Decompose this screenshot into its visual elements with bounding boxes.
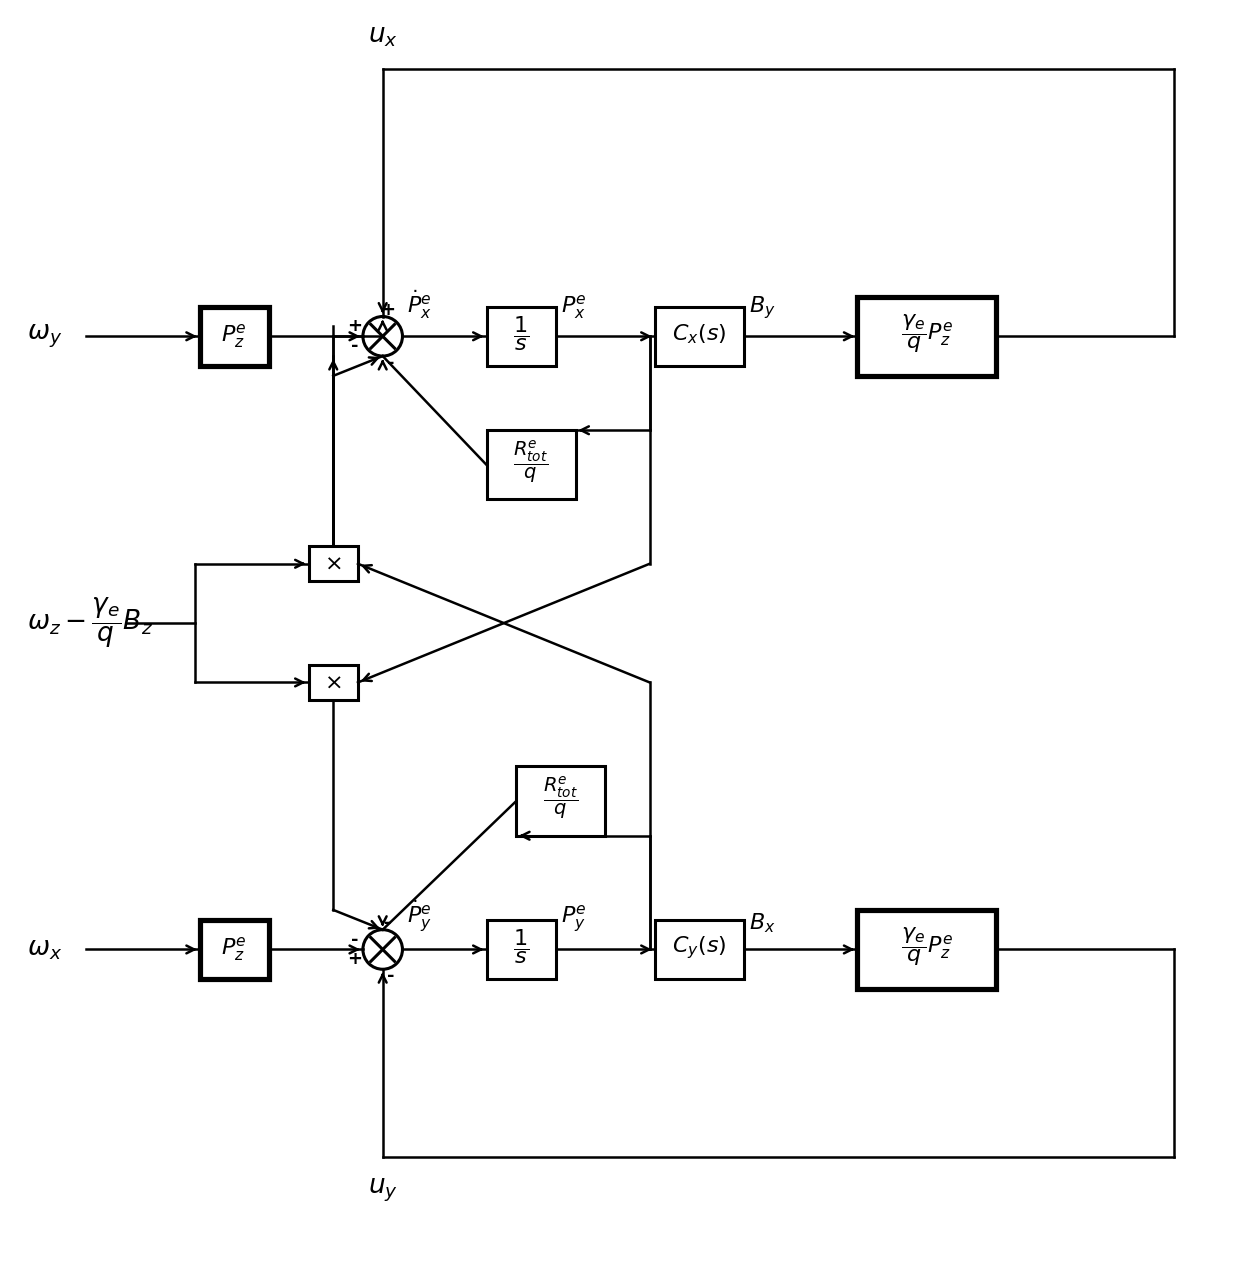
FancyBboxPatch shape <box>486 307 556 366</box>
FancyBboxPatch shape <box>200 307 269 366</box>
FancyBboxPatch shape <box>857 909 996 989</box>
FancyBboxPatch shape <box>655 919 744 979</box>
FancyBboxPatch shape <box>486 431 575 499</box>
Text: $P_y^e$: $P_y^e$ <box>560 903 587 935</box>
Text: -: - <box>387 967 394 985</box>
Text: $\dfrac{R_{tot}^e}{q}$: $\dfrac{R_{tot}^e}{q}$ <box>543 775 578 821</box>
Text: $C_x(s)$: $C_x(s)$ <box>672 322 727 346</box>
Text: $P_x^e$: $P_x^e$ <box>560 293 587 322</box>
Text: -: - <box>351 337 358 355</box>
Text: $\omega_y$: $\omega_y$ <box>27 322 62 350</box>
Text: $B_x$: $B_x$ <box>749 911 775 935</box>
Text: $u_x$: $u_x$ <box>368 24 398 49</box>
Text: $\omega_x$: $\omega_x$ <box>27 936 62 962</box>
FancyBboxPatch shape <box>200 919 269 979</box>
Text: $\omega_z-\dfrac{\gamma_e}{q}B_z$: $\omega_z-\dfrac{\gamma_e}{q}B_z$ <box>27 596 153 650</box>
Text: -: - <box>384 913 392 932</box>
Text: $u_y$: $u_y$ <box>368 1177 398 1204</box>
FancyBboxPatch shape <box>516 767 605 836</box>
Text: $\times$: $\times$ <box>325 553 342 573</box>
Text: $P_z^e$: $P_z^e$ <box>222 322 247 350</box>
FancyBboxPatch shape <box>655 307 744 366</box>
Text: $\dfrac{1}{s}$: $\dfrac{1}{s}$ <box>513 927 529 966</box>
Text: $\times$: $\times$ <box>325 672 342 692</box>
Text: -: - <box>351 931 358 949</box>
Text: +: + <box>347 950 362 969</box>
Text: $\dot{P}_y^e$: $\dot{P}_y^e$ <box>408 898 433 935</box>
FancyBboxPatch shape <box>486 919 556 979</box>
Text: $B_y$: $B_y$ <box>749 294 775 322</box>
Text: +: + <box>347 317 362 336</box>
FancyBboxPatch shape <box>309 666 358 700</box>
Text: $\dfrac{1}{s}$: $\dfrac{1}{s}$ <box>513 313 529 352</box>
Text: $P_z^e$: $P_z^e$ <box>222 936 247 964</box>
Text: -: - <box>387 354 394 373</box>
Text: $\dfrac{R_{tot}^e}{q}$: $\dfrac{R_{tot}^e}{q}$ <box>513 438 548 485</box>
Text: $C_y(s)$: $C_y(s)$ <box>672 935 727 961</box>
Text: +: + <box>381 301 396 318</box>
Text: $\dfrac{\gamma_e}{q}P_z^e$: $\dfrac{\gamma_e}{q}P_z^e$ <box>900 925 952 967</box>
FancyBboxPatch shape <box>857 297 996 376</box>
FancyBboxPatch shape <box>309 547 358 581</box>
Text: $\dot{P}_x^e$: $\dot{P}_x^e$ <box>408 288 433 322</box>
Text: $\dfrac{\gamma_e}{q}P_z^e$: $\dfrac{\gamma_e}{q}P_z^e$ <box>900 312 952 355</box>
